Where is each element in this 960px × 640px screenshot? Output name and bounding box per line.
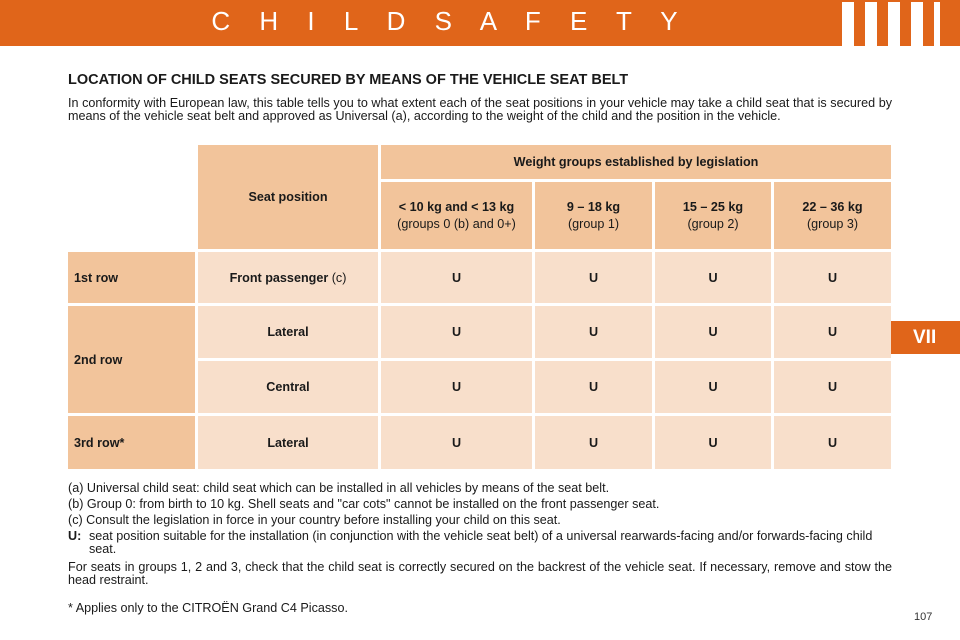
seat-cell-front-passenger: Front passenger (c) xyxy=(198,252,378,303)
seat-position-header: Seat position xyxy=(198,145,378,249)
seat-cell-central: Central xyxy=(198,361,378,413)
group-label: (group 3) xyxy=(806,216,859,231)
note-c: (c) Consult the legislation in force in … xyxy=(68,513,561,527)
table-cell: U xyxy=(381,361,532,413)
table-cell: U xyxy=(381,252,532,303)
table-cell: U xyxy=(535,306,652,358)
note-u: U: seat position suitable for the instal… xyxy=(68,530,892,556)
table-cell: U xyxy=(655,252,771,303)
weight-group-header: < 10 kg and < 13 kg (groups 0 (b) and 0+… xyxy=(381,182,532,249)
group-label: (groups 0 (b) and 0+) xyxy=(397,216,516,231)
row-label-1st-row: 1st row xyxy=(68,252,195,303)
row-label-3rd-row: 3rd row* xyxy=(68,416,195,469)
note-u-key: U: xyxy=(68,529,82,543)
table-cell: U xyxy=(655,306,771,358)
table-cell: U xyxy=(535,252,652,303)
weight-group-header: 22 – 36 kg (group 3) xyxy=(774,182,891,249)
table-cell: U xyxy=(535,416,652,469)
page-number: 107 xyxy=(914,611,933,623)
group-label: (group 1) xyxy=(567,216,620,231)
table-cell: U xyxy=(774,361,891,413)
row-label-2nd-row: 2nd row xyxy=(68,306,195,413)
footnote: * Applies only to the CITROËN Grand C4 P… xyxy=(68,601,348,615)
group-label: (group 2) xyxy=(687,216,739,231)
note-a: (a) Universal child seat: child seat whi… xyxy=(68,481,610,495)
weight-range: 15 – 25 kg xyxy=(682,199,744,214)
page-title: C H I L D S A F E T Y xyxy=(211,6,689,36)
table-cell: U xyxy=(774,252,891,303)
seat-cell-lateral: Lateral xyxy=(198,306,378,358)
weight-group-header: 9 – 18 kg (group 1) xyxy=(535,182,652,249)
weight-range: 22 – 36 kg xyxy=(802,199,863,214)
seat-note: (c) xyxy=(328,270,347,285)
weight-group-header: 15 – 25 kg (group 2) xyxy=(655,182,771,249)
table-cell: U xyxy=(655,361,771,413)
seat-label: Front passenger xyxy=(229,270,329,285)
notes-section: (a) Universal child seat: child seat whi… xyxy=(68,482,892,587)
table-cell: U xyxy=(381,306,532,358)
table-cell: U xyxy=(381,416,532,469)
intro-paragraph: In conformity with European law, this ta… xyxy=(68,96,892,123)
groups-paragraph: For seats in groups 1, 2 and 3, check th… xyxy=(68,560,892,587)
note-u-text: seat position suitable for the installat… xyxy=(89,529,873,556)
table-cell: U xyxy=(655,416,771,469)
table-cell: U xyxy=(774,306,891,358)
weight-range: < 10 kg and < 13 kg xyxy=(398,199,515,214)
note-b: (b) Group 0: from birth to 10 kg. Shell … xyxy=(68,497,660,511)
section-heading: LOCATION OF CHILD SEATS SECURED BY MEANS… xyxy=(68,72,629,88)
weight-groups-header: Weight groups established by legislation xyxy=(381,145,891,179)
weight-range: 9 – 18 kg xyxy=(566,199,621,214)
table-cell: U xyxy=(535,361,652,413)
chapter-tab[interactable]: VII xyxy=(891,321,960,354)
seat-cell-lateral: Lateral xyxy=(198,416,378,469)
page-header: C H I L D S A F E T Y xyxy=(0,0,960,46)
table-cell: U xyxy=(774,416,891,469)
